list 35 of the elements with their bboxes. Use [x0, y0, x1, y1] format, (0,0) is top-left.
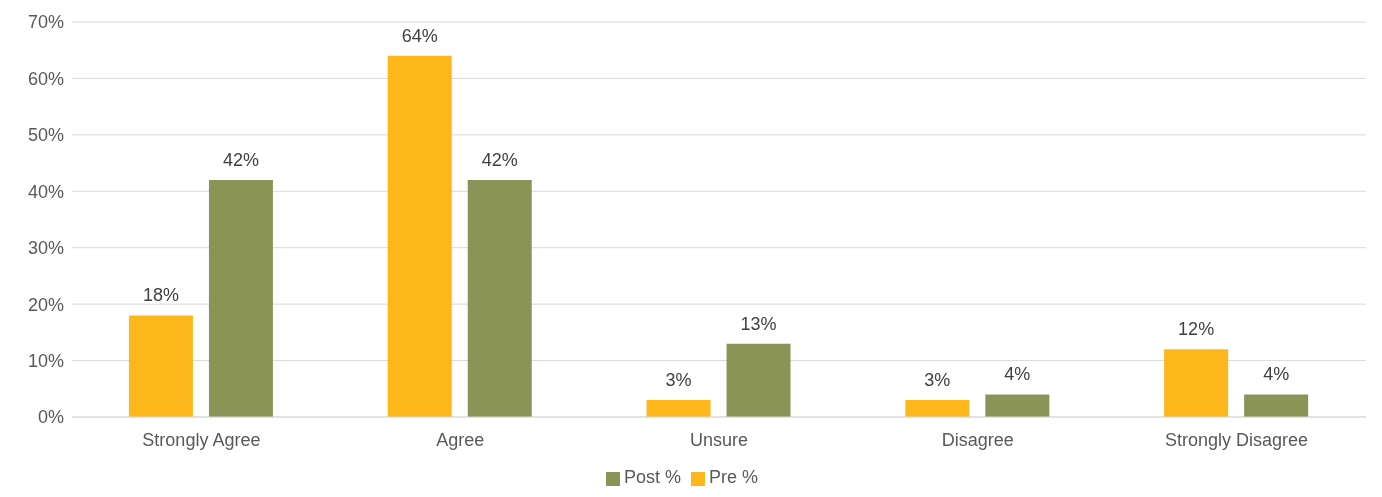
y-tick-label: 50%	[27, 125, 64, 146]
bar	[208, 180, 273, 417]
bar	[128, 315, 193, 417]
legend-label: Post %	[623, 467, 681, 487]
x-tick-label: Agree	[436, 429, 485, 450]
y-tick-label: 0%	[37, 407, 64, 428]
legend-label: Pre %	[709, 467, 759, 487]
data-label: 3%	[665, 370, 692, 391]
y-tick-label: 70%	[27, 12, 64, 33]
data-label: 64%	[401, 25, 438, 46]
bar	[646, 400, 711, 417]
y-tick-label: 30%	[27, 238, 64, 259]
y-tick-label: 20%	[27, 294, 64, 315]
data-label: 13%	[740, 313, 777, 334]
y-tick-label: 60%	[27, 68, 64, 89]
data-label: 12%	[1178, 319, 1215, 340]
bar	[905, 400, 970, 417]
bar	[726, 343, 791, 417]
y-tick-label: 10%	[27, 350, 64, 371]
x-tick-label: Unsure	[689, 429, 749, 450]
data-label: 42%	[222, 150, 259, 170]
bar	[1164, 349, 1229, 417]
x-tick-label: Disagree	[941, 429, 1014, 450]
y-tick-label: 40%	[27, 181, 64, 202]
bar	[467, 180, 532, 417]
x-tick-label: Strongly Agree	[142, 429, 261, 450]
data-label: 42%	[481, 150, 518, 170]
bar	[985, 394, 1050, 417]
data-label: 3%	[924, 370, 951, 391]
data-label: 18%	[142, 285, 179, 306]
data-label: 4%	[1263, 364, 1290, 385]
bar	[1244, 394, 1309, 417]
bar	[387, 55, 452, 417]
x-tick-label: Strongly Disagree	[1165, 429, 1309, 450]
data-label: 4%	[1004, 364, 1031, 385]
